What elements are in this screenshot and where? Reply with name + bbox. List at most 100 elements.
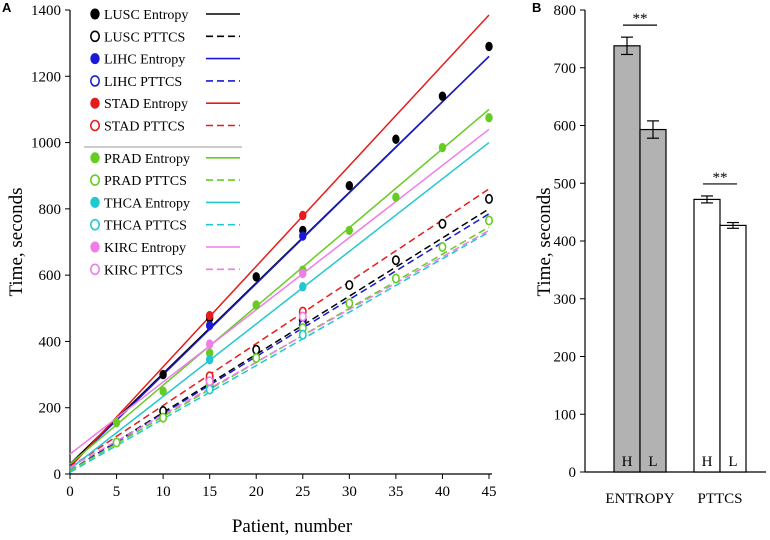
prad-entropy-point bbox=[438, 142, 447, 153]
lihc-pttcs-legend-marker bbox=[90, 75, 101, 87]
b-y-tick-label: 600 bbox=[554, 119, 577, 135]
prad-entropy-fit-line bbox=[69, 108, 490, 465]
lusc-entropy-point bbox=[159, 369, 167, 380]
pttcs-category-label: PTTCS bbox=[697, 491, 742, 507]
kirc-entropy-legend-label: KIRC Entropy bbox=[104, 241, 186, 256]
entropy-significance-mark: ** bbox=[633, 11, 648, 27]
pttcs-l-bar-label: L bbox=[728, 454, 737, 470]
lihc-entropy-point bbox=[205, 320, 214, 331]
pttcs-h-bar-label: H bbox=[702, 454, 713, 470]
b-y-tick-label: 100 bbox=[554, 407, 577, 423]
panel-a-plot: Patient, number Time, seconds 0 5 10 15 20 25… bbox=[6, 3, 497, 537]
thca-entropy-point bbox=[299, 282, 307, 292]
prad-pttcs-point bbox=[112, 437, 121, 448]
panel-a-y-label: Time, seconds bbox=[6, 187, 27, 296]
lusc-entropy-point bbox=[485, 41, 493, 52]
thca-pttcs-legend-label: THCA PTTCS bbox=[104, 219, 187, 234]
x-tick-label: 45 bbox=[482, 484, 497, 500]
panel-a-letter: A bbox=[2, 0, 12, 15]
x-tick-label: 0 bbox=[66, 484, 74, 500]
prad-entropy-legend-label: PRAD Entropy bbox=[104, 152, 190, 167]
lusc-pttcs-point bbox=[438, 218, 447, 229]
stad-entropy-fit-line bbox=[69, 14, 490, 468]
stad-entropy-point bbox=[299, 210, 307, 221]
thca-entropy-legend-marker bbox=[90, 196, 100, 208]
entropy-l-bar bbox=[639, 128, 667, 473]
prad-entropy-point bbox=[159, 386, 167, 396]
stad-entropy-point bbox=[205, 310, 214, 321]
thca-entropy-point bbox=[205, 354, 214, 365]
thca-pttcs-point bbox=[205, 384, 214, 395]
lusc-entropy-point bbox=[252, 272, 260, 282]
prad-pttcs-point bbox=[484, 215, 493, 226]
x-tick-label: 30 bbox=[342, 484, 357, 500]
thca-entropy-fit-line bbox=[69, 141, 490, 470]
y-tick-label: 1200 bbox=[31, 69, 61, 85]
entropy-h-bar bbox=[613, 45, 641, 473]
kirc-pttcs-legend-label: KIRC PTTCS bbox=[104, 263, 183, 278]
y-tick-label: 400 bbox=[39, 334, 62, 350]
lusc-pttcs-legend-marker bbox=[90, 30, 101, 43]
lusc-pttcs-legend-label: LUSC PTTCS bbox=[104, 30, 185, 45]
lihc-entropy-legend-label: LIHC Entropy bbox=[104, 53, 185, 68]
y-tick-label: 200 bbox=[39, 401, 62, 417]
kirc-pttcs-point bbox=[298, 311, 307, 322]
kirc-entropy-point bbox=[205, 339, 214, 349]
prad-entropy-point bbox=[112, 417, 121, 428]
lusc-entropy-legend-marker bbox=[90, 8, 100, 20]
lusc-entropy-point bbox=[438, 91, 447, 101]
x-tick-label: 10 bbox=[156, 484, 171, 500]
lihc-pttcs-legend-label: LIHC PTTCS bbox=[104, 75, 182, 90]
entropy-category-label: ENTROPY bbox=[605, 491, 674, 507]
entropy-h-bar-label: H bbox=[622, 454, 633, 470]
lusc-entropy-point bbox=[345, 180, 354, 191]
x-tick-label: 25 bbox=[295, 484, 310, 500]
lusc-entropy-legend-label: LUSC Entropy bbox=[104, 8, 188, 23]
prad-pttcs-point bbox=[391, 273, 400, 284]
b-y-tick-label: 200 bbox=[554, 350, 577, 366]
prad-pttcs-fit-line bbox=[69, 226, 490, 472]
thca-pttcs-fit-line bbox=[69, 231, 490, 473]
kirc-entropy-fit-line bbox=[69, 128, 490, 455]
thca-entropy-legend-label: THCA Entropy bbox=[104, 196, 190, 211]
x-tick-label: 35 bbox=[388, 484, 403, 500]
lusc-pttcs-point bbox=[345, 280, 354, 291]
kirc-pttcs-point bbox=[205, 376, 214, 387]
y-tick-label: 600 bbox=[39, 268, 62, 284]
y-tick-label: 1400 bbox=[31, 3, 61, 19]
b-y-tick-label: 300 bbox=[554, 292, 577, 308]
panel-a-x-label: Patient, number bbox=[232, 516, 353, 537]
prad-pttcs-legend-label: PRAD PTTCS bbox=[104, 174, 187, 189]
kirc-entropy-legend-marker bbox=[90, 241, 100, 253]
lusc-pttcs-point bbox=[391, 255, 400, 266]
prad-pttcs-point bbox=[252, 352, 261, 363]
b-y-tick-label: 800 bbox=[554, 3, 577, 19]
entropy-l-bar-label: L bbox=[648, 454, 657, 470]
lusc-entropy-point bbox=[392, 134, 400, 144]
x-tick-label: 5 bbox=[113, 484, 121, 500]
lihc-entropy-legend-marker bbox=[90, 53, 100, 65]
prad-entropy-point bbox=[345, 225, 354, 236]
lihc-entropy-point bbox=[299, 231, 307, 241]
panel-b-letter: B bbox=[532, 0, 541, 15]
stad-pttcs-fit-line bbox=[69, 188, 490, 468]
b-y-tick-label: 400 bbox=[554, 234, 577, 250]
prad-pttcs-point bbox=[159, 412, 168, 423]
kirc-pttcs-legend-marker bbox=[90, 263, 101, 276]
thca-pttcs-legend-marker bbox=[90, 218, 101, 231]
stad-entropy-legend-label: STAD Entropy bbox=[104, 97, 188, 112]
prad-entropy-legend-marker bbox=[90, 152, 100, 164]
stad-entropy-legend-marker bbox=[90, 97, 100, 109]
stad-pttcs-legend-marker bbox=[90, 119, 101, 132]
y-tick-label: 0 bbox=[54, 467, 62, 483]
stad-pttcs-legend-label: STAD PTTCS bbox=[104, 120, 185, 135]
pttcs-l-bar bbox=[719, 224, 747, 473]
y-tick-label: 800 bbox=[39, 202, 62, 218]
thca-pttcs-point bbox=[298, 329, 307, 340]
prad-pttcs-legend-marker bbox=[90, 174, 101, 186]
kirc-pttcs-fit-line bbox=[69, 229, 490, 469]
pttcs-significance-mark: ** bbox=[713, 170, 728, 186]
prad-pttcs-point bbox=[438, 241, 447, 252]
y-tick-label: 1000 bbox=[31, 136, 61, 152]
